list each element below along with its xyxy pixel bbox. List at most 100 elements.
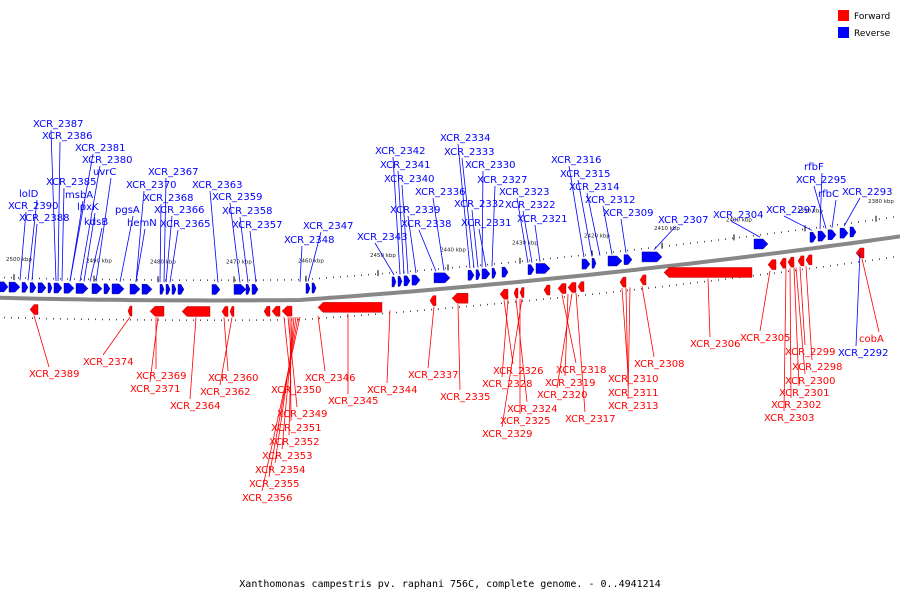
gene-label-xcr-2331: XCR_2331 [461,218,512,229]
leader-line [522,210,533,263]
backbone-line [0,234,900,303]
leader-line [283,317,292,384]
ruler-minor-tick [851,222,852,224]
ruler-minor-tick [522,300,523,303]
ruler-minor-tick [18,317,19,319]
leader-line [149,317,159,383]
reverse-gene [233,284,247,295]
ruler-minor-tick [340,276,341,278]
leader-line [89,227,103,282]
gene-label-xcr-2365: XCR_2365 [160,219,211,230]
ruler-minor-tick [4,276,5,279]
reverse-gene [753,238,769,250]
reverse-gene [591,258,597,269]
ruler-minor-tick [690,242,691,245]
ruler-minor-tick [221,279,222,281]
ruler-minor-tick [753,274,754,277]
ruler-minor-tick [53,277,54,280]
leader-line [861,258,880,333]
ruler-minor-tick [606,251,607,254]
leader-line [19,211,27,281]
reverse-gene [817,230,827,242]
legend-forward: Forward [854,12,890,22]
ruler-minor-tick [347,275,348,278]
leader-line [229,202,241,283]
ruler-minor-tick [172,319,173,321]
forward-gene [577,281,585,292]
gene-label-xcr-2388: XCR_2388 [19,213,70,224]
gene-label-xcr-2349: XCR_2349 [277,409,328,420]
ruler-minor-tick [214,279,215,281]
ruler-minor-tick [186,319,187,321]
ruler-minor-tick [88,318,89,321]
gene-label-lold: lolD [19,189,39,200]
ruler-minor-tick [809,227,810,230]
ruler-minor-tick [270,319,271,321]
ruler-minor-tick [669,245,670,247]
ruler-minor-tick [844,263,845,265]
forward-swatch [838,10,849,21]
ruler-minor-tick [333,276,334,279]
leader-line [783,268,787,412]
leader-line [374,242,395,276]
ruler-minor-tick [473,305,474,307]
ruler-minor-tick [795,269,796,272]
ruler-minor-tick [557,257,558,259]
ruler-minor-tick [81,278,82,280]
ruler-minor-tick [452,306,453,309]
leader-line [317,315,326,372]
leader-line [95,177,112,282]
leader-line [407,215,417,274]
ruler-minor-tick [130,279,131,281]
ruler-minor-tick [193,319,194,321]
ruler-minor-tick [816,226,817,229]
gene-label-xcr-2311: XCR_2311 [608,388,659,399]
gene-label-xcr-2315: XCR_2315 [560,169,611,180]
leader-line [515,299,528,403]
ruler-minor-tick [291,319,292,321]
ruler-minor-tick [767,233,768,235]
forward-gene [779,257,787,269]
ruler-minor-tick [494,303,495,305]
gene-label-xcr-2293: XCR_2293 [842,187,893,198]
ruler-minor-tick [627,289,628,292]
ruler-minor-tick [585,294,586,296]
leader-line [165,215,173,283]
leader-line [274,316,297,464]
leader-line [397,170,405,275]
forward-gene [787,256,795,268]
leader-line [602,205,613,255]
reverse-gene [475,269,481,280]
ruler-minor-tick [438,308,439,310]
gene-label-xcr-2299: XCR_2299 [785,347,836,358]
ruler-minor-tick [137,319,138,321]
reverse-gene [623,254,633,265]
ruler-minor-tick [95,278,96,281]
ruler-minor-tick [151,319,152,321]
ruler-minor-tick [487,263,488,266]
gene-label-xcr-2308: XCR_2308 [634,359,685,370]
ruler-minor-tick [494,263,495,265]
genome-backbone [0,234,900,303]
leader-line [730,220,761,238]
leader-line [33,315,50,368]
leader-line [855,251,861,347]
reverse-gene [305,283,311,294]
reverse-gene [581,258,591,270]
ruler-minor-tick [830,265,831,267]
ruler-minor-tick [144,319,145,321]
ruler-minor-tick [683,283,684,285]
ruler-minor-tick [375,313,376,315]
leader-line [219,317,233,386]
reverse-gene [849,226,857,238]
gene-label-xcr-2367: XCR_2367 [148,167,199,178]
ruler-minor-tick [39,317,40,320]
reverse-gene [91,283,103,294]
ruler-minor-tick [396,311,397,314]
ruler-minor-tick [396,271,397,274]
leader-line [621,288,629,373]
leader-line [843,197,861,227]
ruler-minor-tick [389,272,390,274]
ruler-minor-tick [662,245,663,248]
leader-line [209,190,219,283]
